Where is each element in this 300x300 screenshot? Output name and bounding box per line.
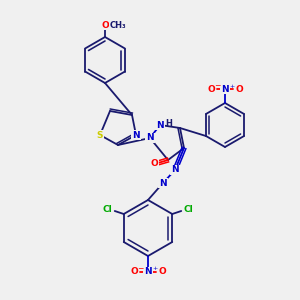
Text: S: S (97, 130, 103, 140)
Text: O: O (101, 20, 109, 29)
Text: O: O (158, 268, 166, 277)
Text: +: + (152, 266, 158, 272)
Text: CH₃: CH₃ (110, 20, 126, 29)
Text: N: N (171, 166, 179, 175)
Text: O: O (150, 160, 158, 169)
Text: H: H (166, 118, 172, 127)
Text: −: − (137, 265, 143, 274)
Text: Cl: Cl (183, 205, 193, 214)
Text: −: − (214, 82, 220, 91)
Text: N: N (132, 130, 140, 140)
Text: N: N (156, 121, 164, 130)
Text: O: O (207, 85, 215, 94)
Text: N: N (159, 178, 167, 188)
Text: +: + (230, 83, 235, 88)
Text: N: N (144, 268, 152, 277)
Text: N: N (221, 85, 229, 94)
Text: O: O (235, 85, 243, 94)
Text: O: O (130, 268, 138, 277)
Text: Cl: Cl (103, 205, 112, 214)
Text: N: N (146, 134, 154, 142)
